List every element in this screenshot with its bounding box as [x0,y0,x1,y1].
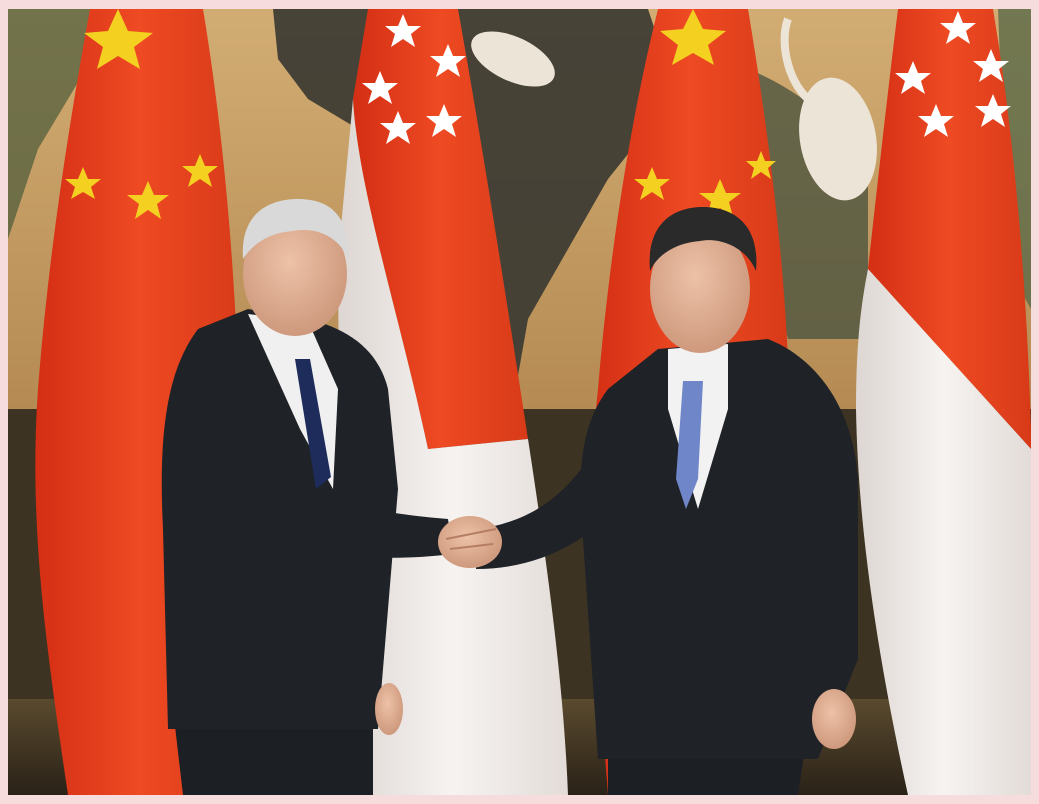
handshake-scene [8,9,1031,795]
hair-right [649,207,757,271]
star-large-left [84,9,153,69]
tie-left [295,359,331,489]
crane-painting [471,17,877,201]
hair-left [242,199,349,259]
singapore-stars-center [362,14,466,144]
person-right [476,207,858,795]
head-right [650,225,750,353]
singapore-stars-right [895,11,1011,137]
star-small-b [127,181,169,219]
photo-frame [8,9,1031,795]
star-small-a [65,167,101,199]
handshake [438,516,502,568]
singapore-flag-right [856,9,1031,795]
head-left [243,212,347,336]
star-large-right [660,9,726,65]
singapore-flag-center [338,9,568,795]
person-left [161,199,453,795]
tie-right [676,381,703,509]
star-small-c [182,154,218,187]
